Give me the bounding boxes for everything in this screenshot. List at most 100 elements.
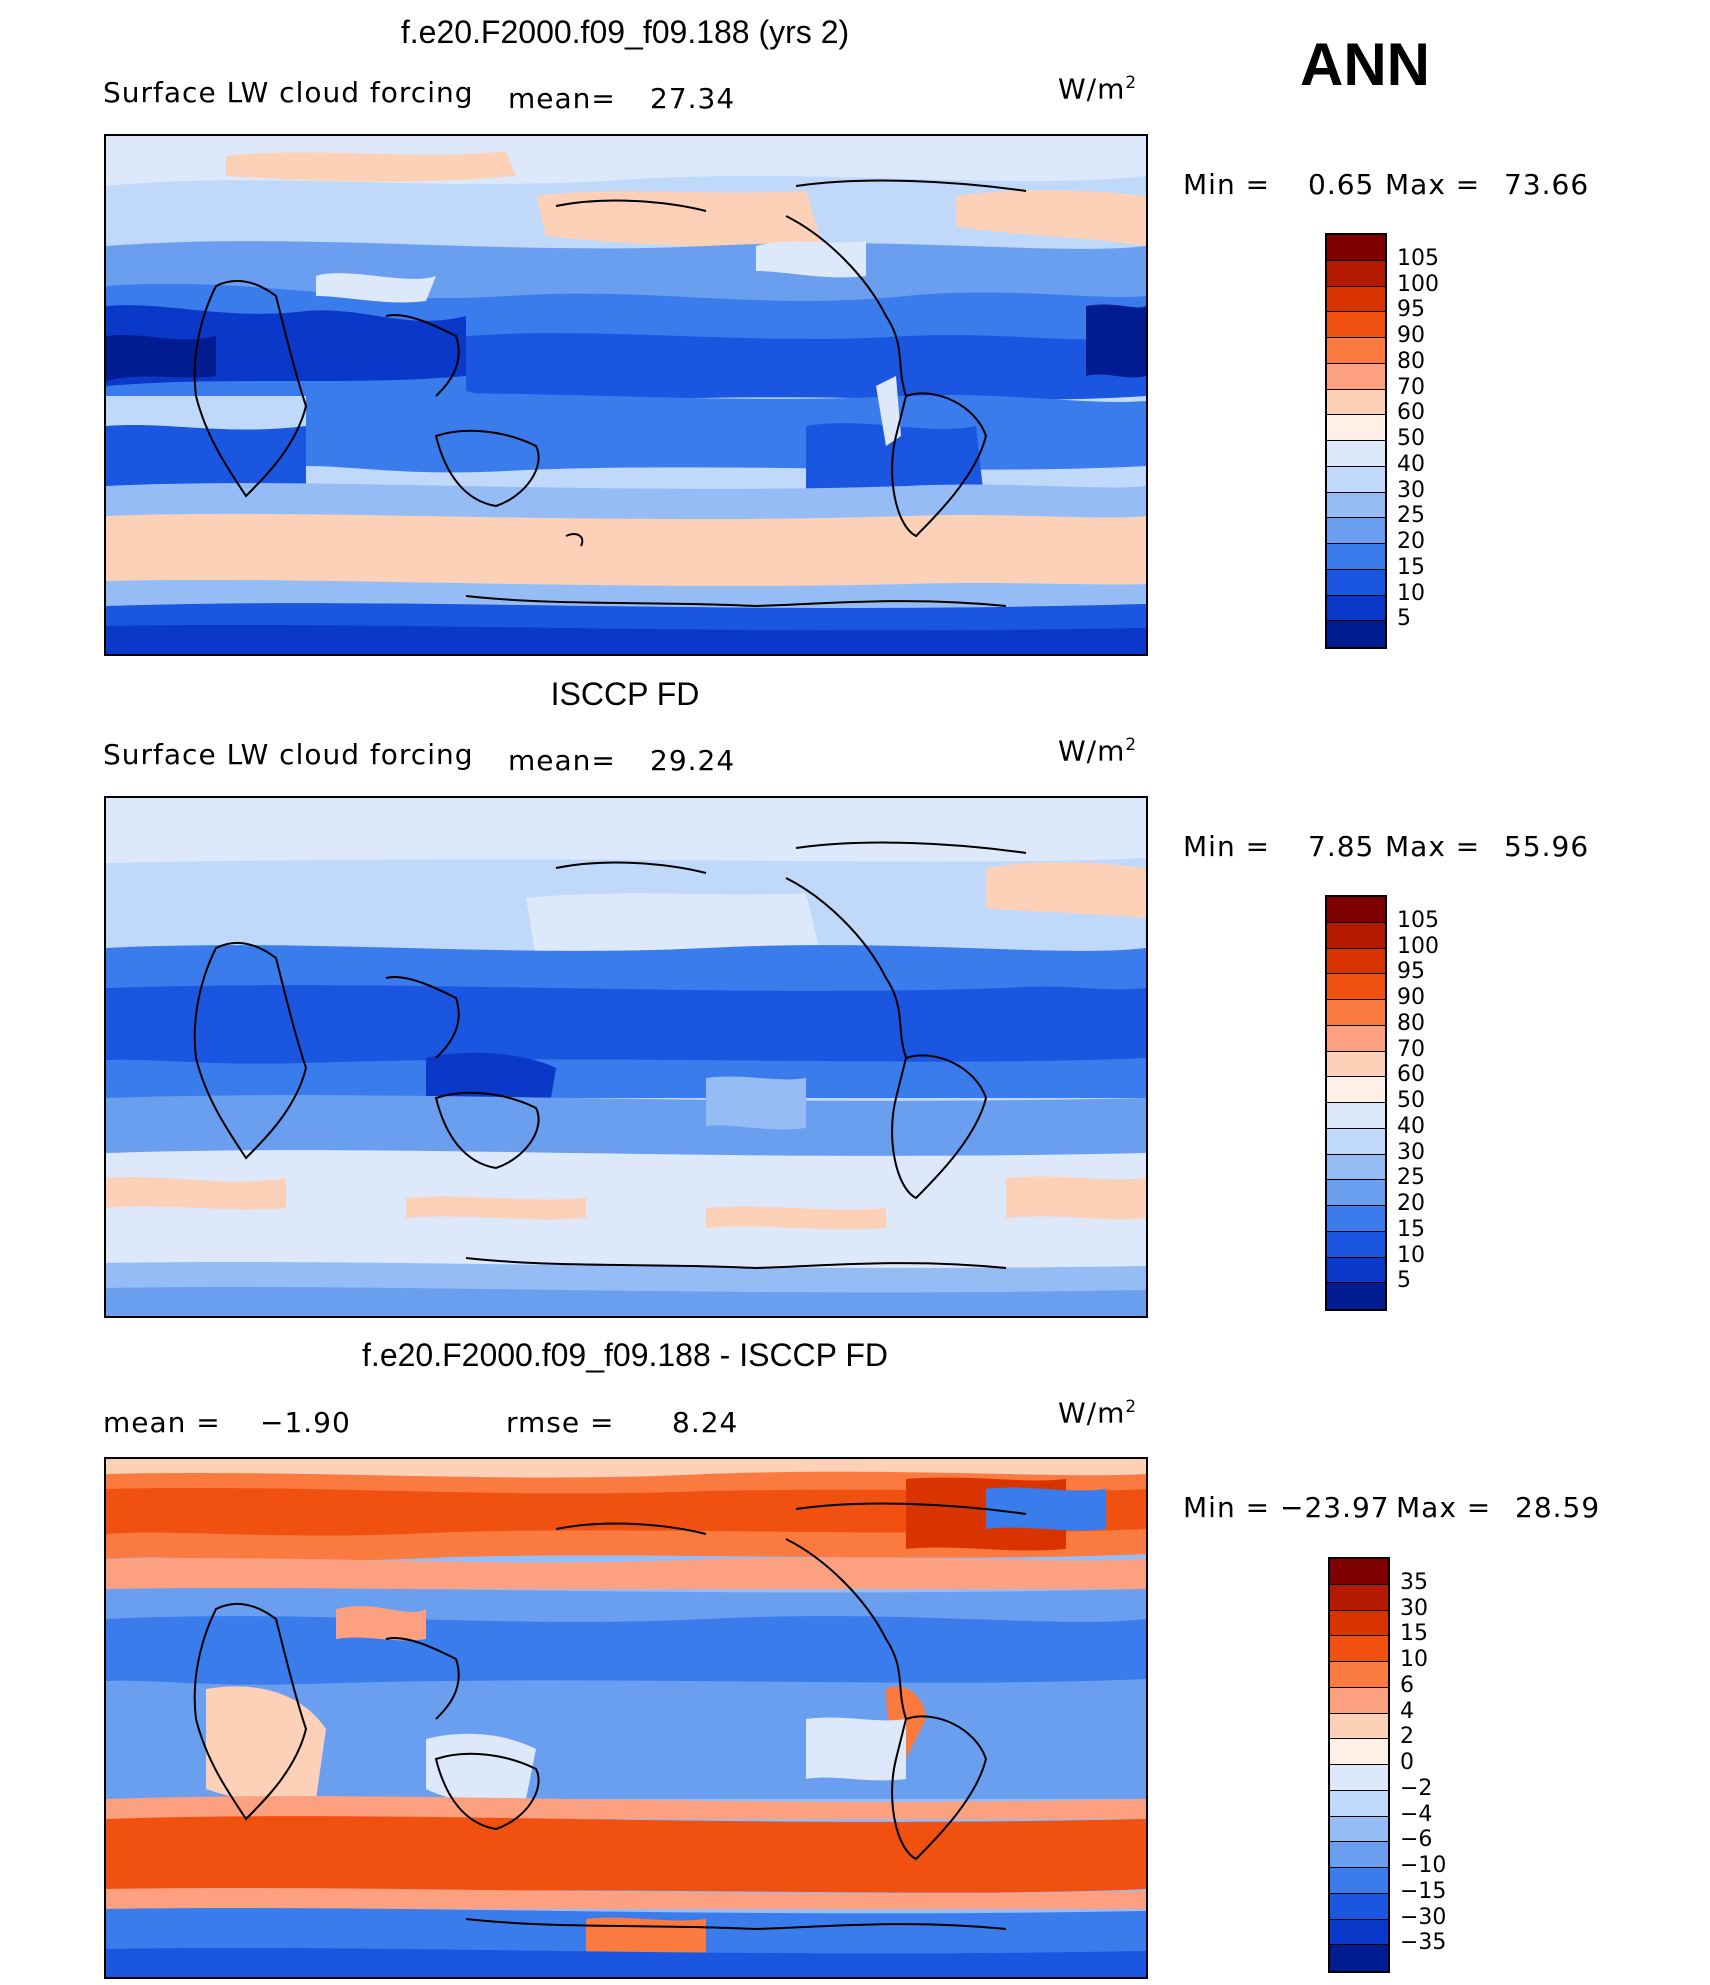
colorbar-label: 90 xyxy=(1397,985,1425,1010)
colorbar-swatch xyxy=(1330,1662,1388,1688)
colorbar-label: 2 xyxy=(1400,1724,1414,1750)
panel2-colorbar xyxy=(1325,895,1387,1311)
colorbar-label: 25 xyxy=(1397,1165,1425,1191)
colorbar-label: 10 xyxy=(1397,1242,1425,1268)
panel1-min-value: 0.65 xyxy=(1308,168,1375,201)
panel2-map-field xyxy=(106,798,1146,1316)
colorbar-label: 90 xyxy=(1397,323,1425,348)
colorbar-swatch xyxy=(1327,974,1385,1000)
panel3-map-field xyxy=(106,1459,1146,1977)
colorbar-label: 30 xyxy=(1397,1139,1425,1165)
colorbar-swatch xyxy=(1327,1206,1385,1232)
panel2-variable: Surface LW cloud forcing xyxy=(103,738,474,771)
colorbar-label: 105 xyxy=(1397,245,1439,271)
colorbar-label: 20 xyxy=(1397,529,1425,554)
colorbar-swatch xyxy=(1327,415,1385,441)
panel3-max-label: Max = xyxy=(1396,1491,1492,1524)
panel1-max-value: 73.66 xyxy=(1504,168,1590,201)
colorbar-swatch xyxy=(1327,518,1385,544)
colorbar-label: −6 xyxy=(1400,1827,1433,1853)
colorbar-swatch xyxy=(1327,363,1385,390)
panel2-min-label: Min = xyxy=(1183,830,1271,863)
colorbar-label: −4 xyxy=(1400,1801,1433,1827)
colorbar-swatch xyxy=(1330,1765,1388,1791)
colorbar-swatch xyxy=(1327,1257,1385,1284)
panel1-max-label: Max = xyxy=(1385,168,1481,201)
colorbar-swatch xyxy=(1327,544,1385,570)
colorbar-label: 30 xyxy=(1400,1595,1428,1621)
colorbar-swatch xyxy=(1327,492,1385,519)
colorbar-label: 70 xyxy=(1397,1036,1425,1062)
panel2-mean-label: mean= xyxy=(508,744,616,777)
colorbar-label: 100 xyxy=(1397,933,1439,959)
panel3-min-label: Min = xyxy=(1183,1491,1271,1524)
colorbar-swatch xyxy=(1330,1687,1388,1714)
colorbar-swatch xyxy=(1330,1816,1388,1843)
panel1-variable: Surface LW cloud forcing xyxy=(103,76,474,109)
colorbar-swatch xyxy=(1327,235,1385,261)
colorbar-swatch xyxy=(1330,1945,1388,1971)
colorbar-swatch xyxy=(1330,1739,1388,1765)
panel3-mean-value: −1.90 xyxy=(260,1406,351,1439)
panel1-map xyxy=(104,134,1148,656)
panel2-max-value: 55.96 xyxy=(1504,830,1590,863)
panel3-units: W/m2 xyxy=(1058,1396,1138,1430)
colorbar-swatch xyxy=(1327,1103,1385,1129)
panel2-title: ISCCP FD xyxy=(550,676,700,712)
colorbar-label: 10 xyxy=(1400,1647,1428,1672)
colorbar-swatch xyxy=(1330,1584,1388,1611)
colorbar-swatch xyxy=(1330,1790,1388,1817)
panel3-mean-label: mean = xyxy=(103,1406,221,1439)
colorbar-label: 6 xyxy=(1400,1672,1414,1698)
panel1-min-label: Min = xyxy=(1183,168,1271,201)
colorbar-label: 35 xyxy=(1400,1569,1428,1595)
colorbar-label: −15 xyxy=(1400,1878,1447,1904)
colorbar-swatch xyxy=(1327,466,1385,493)
colorbar-swatch xyxy=(1327,948,1385,975)
colorbar-label: −2 xyxy=(1400,1775,1433,1801)
colorbar-label: −30 xyxy=(1400,1904,1447,1930)
colorbar-label: 15 xyxy=(1397,554,1425,580)
panel3-min-value: −23.97 xyxy=(1280,1491,1390,1524)
panel3-rmse-value: 8.24 xyxy=(672,1406,739,1439)
colorbar-swatch xyxy=(1327,260,1385,287)
panel1-mean-label: mean= xyxy=(508,82,616,115)
colorbar-swatch xyxy=(1327,1000,1385,1026)
panel2-max-label: Max = xyxy=(1385,830,1481,863)
panel2-map xyxy=(104,796,1148,1318)
colorbar-swatch xyxy=(1330,1868,1388,1894)
season-label: ANN xyxy=(1300,31,1430,98)
colorbar-swatch xyxy=(1327,922,1385,949)
colorbar-label: 80 xyxy=(1397,1010,1425,1036)
panel1-mean-value: 27.34 xyxy=(650,82,736,115)
panel3-map xyxy=(104,1457,1148,1979)
colorbar-label: −10 xyxy=(1400,1853,1447,1878)
colorbar-swatch xyxy=(1327,1128,1385,1155)
colorbar-swatch xyxy=(1327,1283,1385,1309)
colorbar-swatch xyxy=(1330,1610,1388,1637)
colorbar-swatch xyxy=(1327,286,1385,313)
colorbar-swatch xyxy=(1327,312,1385,338)
panel1-units: W/m2 xyxy=(1058,72,1138,106)
colorbar-label: 10 xyxy=(1397,580,1425,606)
colorbar-swatch xyxy=(1327,1180,1385,1206)
panel2-mean-value: 29.24 xyxy=(650,744,736,777)
colorbar-label: 40 xyxy=(1397,1113,1425,1139)
colorbar-label: −35 xyxy=(1400,1930,1447,1956)
colorbar-swatch xyxy=(1327,389,1385,416)
colorbar-swatch xyxy=(1327,441,1385,467)
colorbar-swatch xyxy=(1330,1713,1388,1740)
colorbar-swatch xyxy=(1330,1842,1388,1868)
panel3-rmse-label: rmse = xyxy=(506,1406,615,1439)
colorbar-label: 60 xyxy=(1397,1062,1425,1088)
colorbar-label: 15 xyxy=(1400,1621,1428,1647)
colorbar-label: 60 xyxy=(1397,400,1425,426)
colorbar-label: 50 xyxy=(1397,1088,1425,1113)
colorbar-label: 0 xyxy=(1400,1750,1414,1775)
colorbar-label: 80 xyxy=(1397,348,1425,374)
colorbar-swatch xyxy=(1330,1893,1388,1920)
colorbar-label: 95 xyxy=(1397,297,1425,323)
panel2-min-value: 7.85 xyxy=(1308,830,1375,863)
colorbar-label: 50 xyxy=(1397,426,1425,451)
colorbar-label: 95 xyxy=(1397,959,1425,985)
